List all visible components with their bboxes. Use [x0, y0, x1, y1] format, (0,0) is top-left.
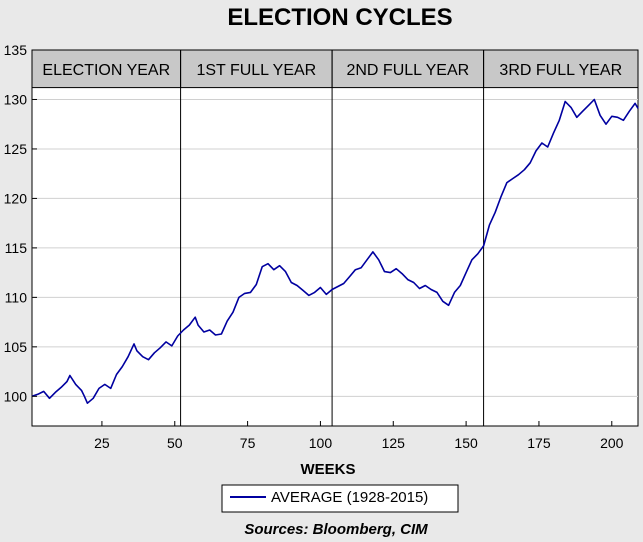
period-band — [180, 49, 333, 89]
period-dividers — [180, 50, 485, 426]
y-tick-label: 110 — [5, 289, 28, 305]
legend-box — [221, 484, 459, 513]
series-line-average — [31, 98, 639, 404]
y-tick-label: 120 — [4, 190, 28, 206]
chart-title: ELECTION CYCLES — [227, 4, 452, 31]
y-tick-label: 130 — [4, 91, 28, 107]
period-band-label: 1ST FULL YEAR — [196, 62, 316, 79]
x-tick-label: 200 — [600, 435, 624, 451]
x-tick-label: 25 — [94, 435, 110, 451]
period-band-label: ELECTION YEAR — [42, 62, 170, 79]
series-layer — [31, 98, 639, 404]
x-tick-label: 150 — [454, 435, 478, 451]
legend: AVERAGE (1928-2015) — [221, 484, 459, 513]
y-axis-ticks: 100 105 110 115 120 125 130 135 — [4, 42, 37, 404]
y-tick-label: 100 — [4, 388, 28, 404]
x-tick-label: 50 — [167, 435, 183, 451]
period-band — [331, 49, 485, 89]
x-tick-label: 75 — [240, 435, 256, 451]
x-tick-label: 175 — [527, 435, 551, 451]
x-axis-ticks: 25 50 75 100 125 150 175 200 — [94, 421, 624, 451]
x-tick-label: 100 — [309, 435, 333, 451]
y-tick-label: 135 — [4, 42, 28, 58]
period-bands: ELECTION YEAR 1ST FULL YEAR 2ND FULL YEAR 3… — [31, 49, 639, 89]
y-tick-label: 115 — [5, 240, 28, 256]
y-tick-label: 125 — [4, 141, 28, 157]
plot-area — [31, 49, 639, 427]
y-tick-label: 105 — [4, 339, 28, 355]
x-tick-label: 125 — [382, 435, 406, 451]
period-band — [31, 49, 182, 89]
period-band-label: 2ND FULL YEAR — [346, 62, 469, 79]
source-note: Sources: Bloomberg, CIM — [244, 521, 428, 538]
legend-label: AVERAGE (1928-2015) — [271, 489, 428, 506]
x-axis-label: WEEKS — [300, 461, 355, 478]
period-band-label: 3RD FULL YEAR — [499, 62, 622, 79]
